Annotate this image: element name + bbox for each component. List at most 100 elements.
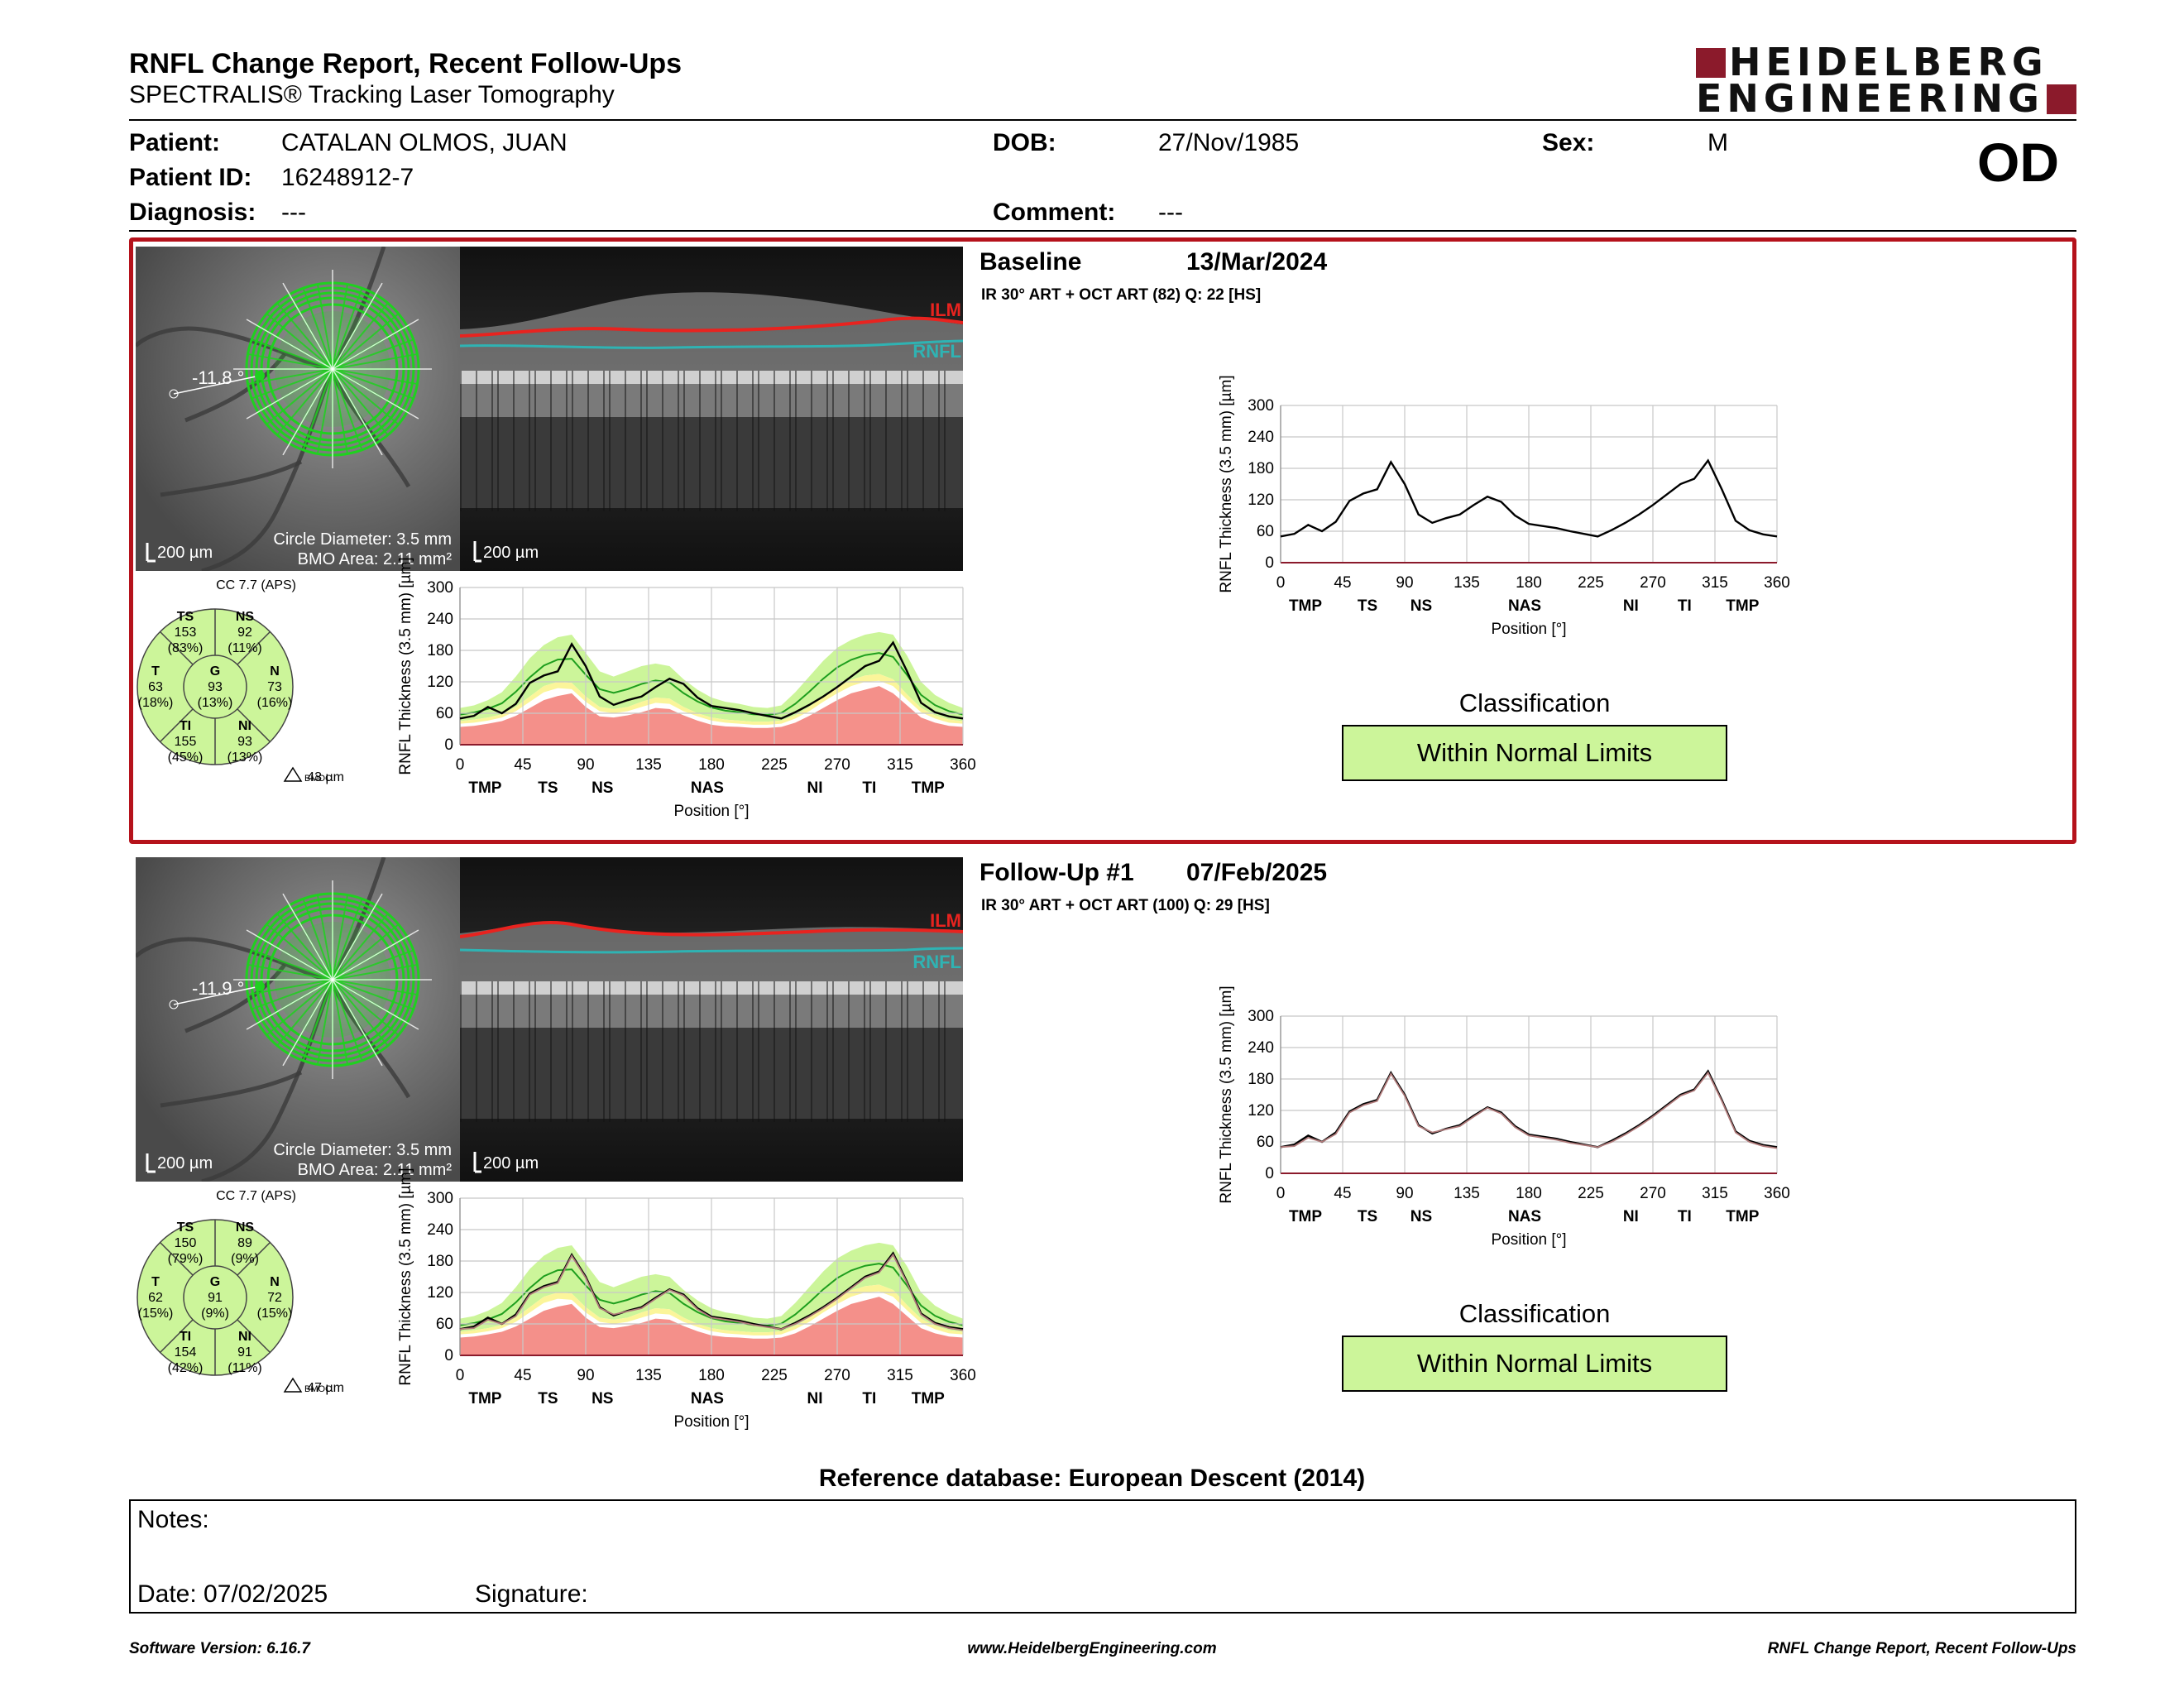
sector-ts: TS 153(83%) — [168, 610, 204, 655]
sector-tick-label: TI — [862, 1390, 876, 1407]
sector-tick-label: TMP — [1726, 597, 1759, 615]
sector-value: 63 — [148, 680, 163, 694]
y-tick-label: 0 — [444, 1347, 453, 1364]
sector-percent: (16%) — [257, 696, 293, 710]
fundus-image: -11.9 ° 200 µm Circle Diameter: 3.5 mm BMO … — [136, 857, 460, 1182]
rnfl-profile-chart: 0 45 90 135 180 225 270 315 360 0 60 120 180 240 300 TM… — [397, 557, 976, 820]
x-tick-label: 225 — [761, 756, 788, 774]
sector-value: 150 — [175, 1236, 197, 1250]
sector-percent: (42%) — [168, 1361, 204, 1375]
sector-tick-label: TI — [1678, 1208, 1692, 1225]
comment-label: Comment: — [993, 199, 1116, 226]
notes-box: Notes: Date: 07/02/2025 Signature: — [129, 1499, 2076, 1614]
x-tick-label: 45 — [1334, 1185, 1351, 1202]
sector-percent: (83%) — [168, 641, 204, 655]
circle-diameter: Circle Diameter: 3.5 mm — [273, 1141, 452, 1159]
y-tick-label: 120 — [1248, 492, 1274, 509]
sector-circle: TS153(83%)NS92(11%)T63(18%)G93(13%)N73(1… — [136, 578, 344, 784]
rnfl-change-chart: 0 45 90 135 180 225 270 315 360 0 60 120 180 240 300 TM… — [1218, 375, 1790, 638]
sector-label: TI — [180, 1330, 191, 1344]
sector-tick-label: TMP — [1289, 1208, 1322, 1225]
sector-value: 91 — [208, 1291, 223, 1305]
rnfl-profile-chart: 0 45 90 135 180 225 270 315 360 0 60 120 180 240 300 TM… — [397, 1168, 976, 1431]
x-tick-label: 270 — [824, 756, 850, 774]
sector-value: 153 — [175, 626, 197, 640]
oct-scale: 200 µm — [483, 1154, 539, 1172]
sector-ni: NI 93(13%) — [228, 719, 263, 765]
sector-label: TI — [180, 719, 191, 733]
circle-diameter: Circle Diameter: 3.5 mm — [273, 530, 452, 549]
x-tick-label: 315 — [887, 756, 913, 774]
logo-text-line1: HEIDELBERG — [1729, 40, 2048, 84]
sector-tick-label: TMP — [468, 1390, 501, 1407]
logo-text-line2: ENGINEERING — [1696, 76, 2044, 121]
x-tick-label: 0 — [456, 756, 465, 774]
sector-t: T 62 (15%) — [138, 1275, 174, 1321]
exam-title: Follow-Up #1 — [979, 859, 1134, 886]
sector-percent: (9%) — [201, 1307, 229, 1321]
sector-percent: (13%) — [198, 696, 233, 710]
sector-tick-label: NI — [807, 1390, 822, 1407]
x-tick-label: 135 — [635, 756, 662, 774]
sector-tick-label: NI — [1623, 1208, 1639, 1225]
x-tick-label: 360 — [950, 1367, 976, 1384]
sector-label: NI — [238, 1330, 251, 1344]
baseline-panel — [129, 237, 2076, 844]
x-tick-label: 315 — [887, 1367, 913, 1384]
oct-scale: 200 µm — [483, 544, 539, 562]
sector-tick-label: NS — [1410, 1208, 1432, 1225]
classification-result: Within Normal Limits — [1342, 1336, 1727, 1392]
logo-square-top — [1696, 48, 1726, 78]
footer-website: www.HeidelbergEngineering.com — [967, 1640, 1217, 1657]
sector-percent: (9%) — [231, 1252, 259, 1266]
y-axis-label: RNFL Thickness (3.5 mm) [µm] — [397, 557, 414, 774]
sector-tick-label: TI — [862, 779, 876, 797]
sector-percent: (15%) — [257, 1307, 293, 1321]
x-tick-label: 90 — [577, 1367, 594, 1384]
series-line-0 — [459, 640, 964, 720]
sector-tick-label: TMP — [1289, 597, 1322, 615]
notes-label: Notes: — [137, 1506, 209, 1533]
series-line-1 — [1280, 1071, 1778, 1149]
sector-label: T — [151, 664, 160, 679]
patient-id-label: Patient ID: — [129, 164, 252, 191]
dob-value: 27/Nov/1985 — [1158, 129, 1300, 156]
exam-acquisition-info: IR 30° ART + OCT ART (100) Q: 29 [HS] — [981, 897, 1270, 914]
x-tick-label: 225 — [761, 1367, 788, 1384]
sector-percent: (11%) — [228, 641, 262, 655]
signature-label: Signature: — [475, 1580, 588, 1608]
logo-square-bottom — [2047, 84, 2076, 114]
sector-tick-label: TS — [538, 779, 558, 797]
header-rule — [129, 119, 2076, 121]
sector-percent: (11%) — [228, 1361, 262, 1375]
x-tick-label: 45 — [514, 1367, 531, 1384]
x-axis-label: Position [°] — [673, 803, 749, 820]
sector-tick-label: NAS — [1508, 597, 1541, 615]
fundus-image: -11.8 ° 200 µm Circle Diameter: 3.5 mm BMO … — [136, 247, 460, 571]
sector-value: 154 — [175, 1345, 197, 1360]
x-tick-label: 180 — [698, 756, 725, 774]
x-tick-label: 360 — [1764, 574, 1790, 592]
sector-ti: TI 155(45%) — [168, 719, 204, 765]
x-tick-label: 270 — [1640, 1185, 1666, 1202]
x-tick-label: 315 — [1702, 574, 1728, 592]
x-tick-label: 90 — [1396, 574, 1413, 592]
sector-value: 62 — [148, 1291, 163, 1305]
date-label: Date: 07/02/2025 — [137, 1580, 328, 1608]
y-tick-label: 180 — [427, 642, 453, 659]
sector-tick-label: NS — [1410, 597, 1432, 615]
sector-label: TS — [177, 1220, 194, 1235]
sector-value: 92 — [237, 626, 252, 640]
rnfl-label: RNFL — [912, 952, 961, 972]
y-tick-label: 300 — [427, 579, 453, 597]
report-title: RNFL Change Report, Recent Follow-Ups — [129, 48, 682, 79]
sector-label: G — [210, 664, 220, 679]
bmo-area: BMO Area: 2.11 mm² — [298, 550, 453, 568]
y-tick-label: 180 — [427, 1253, 453, 1270]
sector-tick-label: TS — [1358, 1208, 1377, 1225]
